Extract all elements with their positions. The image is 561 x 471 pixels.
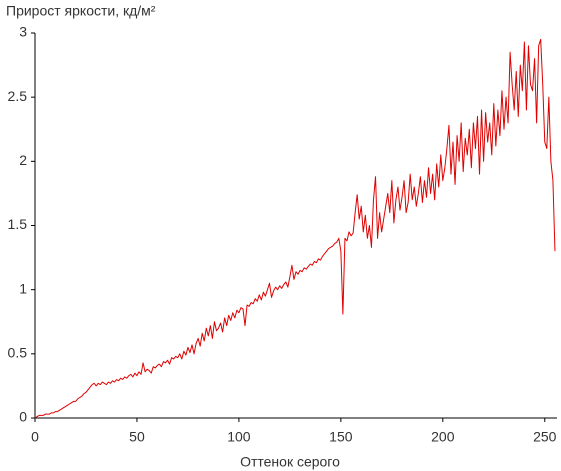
- y-tick-label: 1: [19, 280, 27, 296]
- x-tick-label: 100: [227, 429, 251, 445]
- y-tick-label: 0.5: [8, 345, 28, 361]
- y-tick-label: 1.5: [8, 216, 28, 232]
- chart-title: Прирост яркости, кд/м²: [6, 3, 156, 19]
- x-tick-label: 0: [31, 429, 39, 445]
- x-axis-label: Оттенок серого: [240, 454, 340, 470]
- x-tick-label: 50: [129, 429, 145, 445]
- x-tick-label: 200: [431, 429, 455, 445]
- y-tick-label: 0: [19, 409, 27, 425]
- x-tick-label: 250: [533, 429, 557, 445]
- y-tick-label: 2: [19, 152, 27, 168]
- x-tick-label: 150: [329, 429, 353, 445]
- y-tick-label: 3: [19, 24, 27, 40]
- y-tick-label: 2.5: [8, 88, 28, 104]
- data-line: [34, 38, 556, 419]
